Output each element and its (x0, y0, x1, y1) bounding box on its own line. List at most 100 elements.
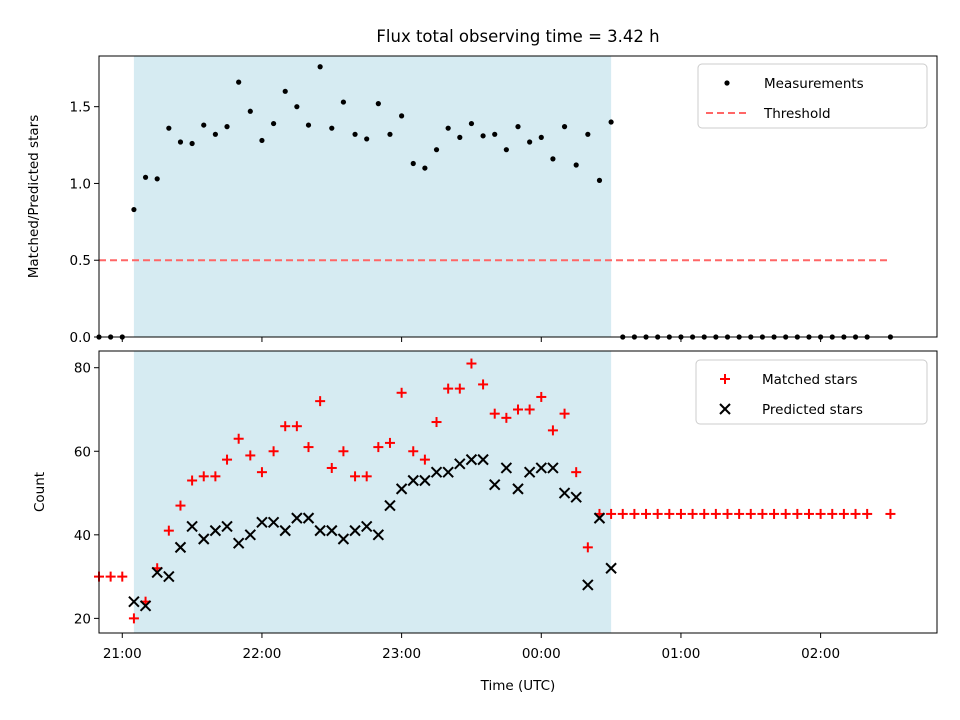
matched-star-point (245, 450, 256, 461)
predicted-star-point (232, 537, 245, 549)
matched-star-point (513, 404, 523, 415)
predicted-star-point (430, 466, 443, 478)
matched-star-point (664, 508, 675, 519)
matched-star-point (815, 508, 826, 519)
predicted-star-point (558, 487, 571, 499)
bottom-y-tick-label: 60 (74, 444, 91, 460)
bottom-y-axis-label: Count (32, 472, 48, 512)
top-legend: Measurements Threshold (697, 63, 928, 129)
matched-star-point (303, 442, 314, 453)
measurement-point (375, 101, 381, 107)
matched-star-point (675, 508, 686, 519)
legend-entry: Matched stars (720, 372, 858, 388)
matched-star-point (862, 508, 873, 519)
legend-label: Matched stars (762, 372, 858, 388)
matched-star-point (338, 446, 349, 457)
matched-star-point (117, 571, 128, 582)
measurement-point (433, 147, 440, 153)
measurement-point (550, 156, 556, 162)
predicted-star-point (500, 462, 513, 474)
predicted-star-point (372, 529, 385, 541)
matched-star-point (885, 508, 896, 519)
measurement-point (340, 99, 347, 105)
measurement-point (352, 131, 358, 137)
measurement-point (201, 122, 207, 128)
predicted-star-point (489, 478, 501, 491)
measurement-point (329, 125, 335, 131)
top-shaded-interval (133, 56, 612, 337)
top-y-ticks: 0.0 0.5 1.0 1.5 (70, 100, 99, 346)
predicted-star-point (605, 562, 617, 574)
matched-star-point (734, 508, 745, 519)
legend-dot-marker (724, 80, 730, 86)
measurement-point (154, 176, 160, 182)
measurement-point (422, 165, 428, 171)
legend-entry: Predicted stars (719, 402, 863, 418)
bottom-axes-frame (98, 350, 938, 634)
top-panel: 0.0 0.5 1.0 1.5 Matched/Predicted stars Mea… (26, 55, 938, 346)
predicted-star-point (419, 474, 431, 487)
predicted-star-point (349, 524, 361, 537)
matched-star-point (641, 508, 652, 519)
matched-star-point (792, 508, 803, 519)
bottom-y-tick-label: 40 (74, 528, 91, 544)
predicted-star-point (302, 512, 315, 524)
predicted-star-point (395, 483, 408, 495)
measurement-point (317, 64, 323, 70)
predicted-star-point (337, 533, 350, 545)
matched-star-point (373, 442, 384, 453)
top-y-tick-label: 1.5 (70, 100, 91, 116)
matched-star-point (571, 467, 582, 478)
predicted-star-point (314, 524, 326, 537)
top-y-tick-label: 1.0 (70, 176, 91, 192)
matched-star-point (291, 421, 302, 432)
measurement-point (224, 124, 230, 130)
measurement-point (596, 177, 603, 183)
legend-entry: Measurements (724, 76, 864, 92)
measurement-point (492, 131, 498, 137)
measurement-point (515, 124, 521, 130)
matched-star-point (431, 417, 442, 428)
matched-star-point (827, 508, 838, 519)
matched-star-point (187, 475, 198, 486)
matched-star-point (850, 508, 861, 519)
matched-star-point (175, 500, 186, 511)
predicted-star-point (163, 570, 175, 583)
measurement-point (561, 124, 568, 130)
bottom-data-points (94, 358, 896, 624)
matched-star-point (233, 433, 244, 444)
matched-star-point (361, 471, 372, 482)
predicted-star-point (209, 524, 222, 537)
matched-star-point (838, 508, 849, 519)
matched-star-point (350, 471, 361, 482)
measurement-point (131, 206, 137, 213)
matched-star-point (547, 425, 558, 436)
matched-star-point (280, 421, 291, 432)
top-x-ticks (121, 337, 822, 342)
measurement-point (445, 125, 451, 131)
matched-star-point (443, 383, 454, 394)
bottom-legend: Matched stars Predicted stars (695, 359, 928, 425)
predicted-star-point (535, 462, 547, 474)
matched-star-point (478, 379, 489, 390)
legend-box (695, 359, 928, 425)
x-tick-label: 21:00 (103, 646, 142, 662)
matched-star-point (606, 508, 617, 519)
measurement-point (457, 134, 463, 140)
legend-entry: Threshold (706, 106, 831, 122)
predicted-star-point (267, 516, 280, 528)
matched-star-point (268, 446, 279, 457)
predicted-star-point (360, 520, 373, 533)
measurement-point (608, 119, 614, 125)
chart-title: Flux total observing time = 3.42 h (376, 27, 659, 46)
predicted-star-point (547, 462, 559, 474)
bottom-shaded-interval (133, 351, 612, 633)
top-y-tick-label: 0.0 (70, 330, 91, 346)
x-tick-label: 01:00 (661, 646, 700, 662)
predicted-star-point (221, 520, 233, 533)
matched-star-point (128, 613, 139, 624)
matched-star-point (198, 471, 209, 482)
legend-label: Measurements (764, 76, 864, 92)
measurement-point (503, 147, 509, 153)
